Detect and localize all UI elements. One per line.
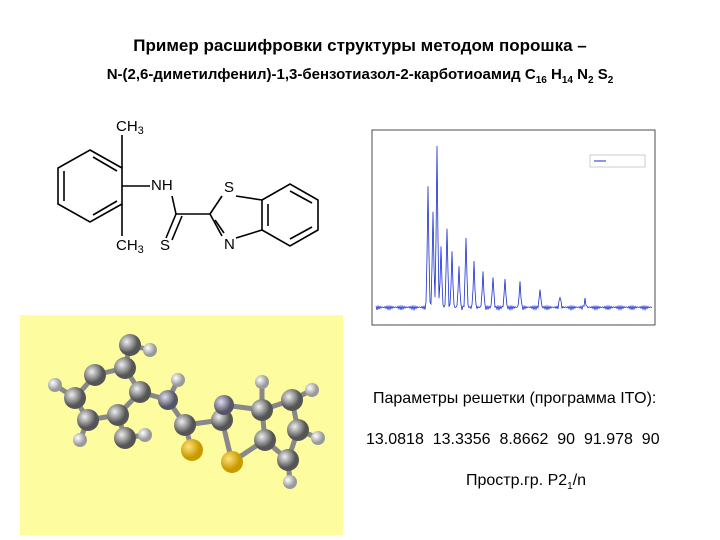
atom: [255, 375, 269, 389]
n: 14: [561, 75, 573, 86]
sg-sub: 1: [567, 481, 573, 493]
nh-label: NH: [151, 177, 173, 194]
atom: [287, 419, 309, 441]
atom: [214, 395, 234, 415]
atom: [84, 364, 106, 386]
pattern-legend: [589, 154, 646, 168]
atom: [254, 429, 276, 451]
atom: [221, 451, 243, 473]
n-label: N: [224, 236, 235, 253]
ch: CH: [116, 237, 138, 254]
pattern-line: [375, 145, 653, 312]
atom: [305, 383, 319, 397]
atom: [281, 389, 303, 411]
atom: [114, 357, 136, 379]
n: 2: [607, 75, 614, 86]
atom: [143, 343, 157, 357]
params-label: Параметры решетки (программа ITO):: [373, 390, 657, 407]
n: 2: [588, 75, 594, 86]
atom: [311, 431, 325, 445]
atom: [181, 439, 203, 461]
atom: [283, 475, 297, 489]
atom: [174, 414, 196, 436]
s-label: S: [224, 179, 234, 196]
atom: [114, 427, 136, 449]
ch3-label: CH3: [116, 118, 144, 137]
atom: [129, 381, 151, 403]
atom: [107, 404, 129, 426]
params-values: 13.0818 13.3356 8.8662 90 91.978 90: [366, 431, 660, 448]
sg: Простр.гр. P2: [466, 472, 568, 489]
ch3-label: CH3: [116, 237, 144, 256]
atom: [277, 449, 299, 471]
atom: [138, 428, 152, 442]
el: H: [551, 66, 562, 83]
ch: CH: [116, 118, 138, 135]
model: [48, 334, 325, 489]
atom: [158, 390, 178, 410]
atom: [48, 378, 62, 392]
sub: 3: [138, 125, 144, 137]
space-group: Простр.гр. P21/n: [466, 472, 586, 492]
pattern-frame: [371, 129, 656, 326]
atom: [64, 387, 86, 409]
s-label: S: [160, 237, 170, 254]
el: C: [524, 66, 536, 83]
el: S: [597, 66, 608, 83]
n: 16: [535, 75, 547, 86]
structure: [57, 135, 319, 247]
sub: 3: [138, 244, 144, 256]
atom: [119, 334, 141, 356]
atom: [77, 409, 99, 431]
el: N: [577, 66, 588, 83]
atom: [73, 433, 87, 447]
atom: [211, 409, 233, 431]
atom: [171, 373, 185, 387]
name: N-(2,6-диметилфенил)-1,3-бензотиазол-2-к…: [106, 66, 521, 83]
atom: [251, 399, 273, 421]
sg-rest: /n: [572, 472, 587, 489]
title: Пример расшифровки структуры методом пор…: [133, 36, 587, 55]
compound-name: N-(2,6-диметилфенил)-1,3-бензотиазол-2-к…: [0, 66, 720, 86]
